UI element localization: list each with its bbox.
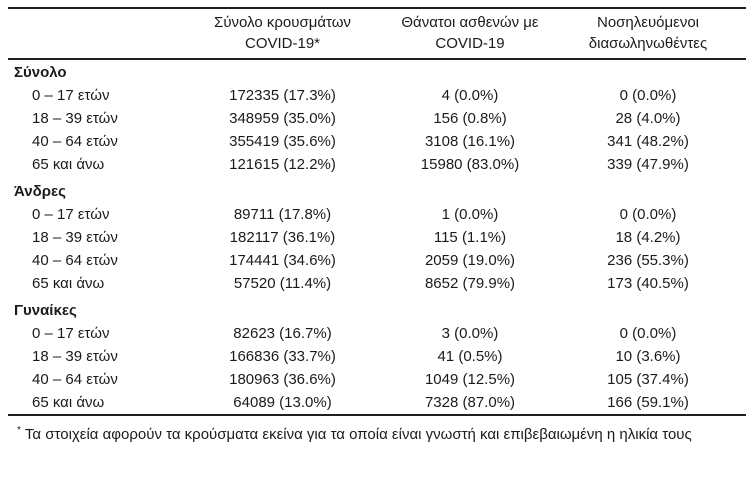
column-header-total-cases: Σύνολο κρουσμάτων COVID-19*: [175, 8, 390, 60]
deaths-cell: 1 (0.0%): [441, 206, 499, 223]
table-row: 0 – 17 ετών 172335 (17.3%) 4 (0.0%) 0 (0…: [8, 84, 746, 107]
table-row: 18 – 39 ετών 182117 (36.1%) 115 (1.1%) 1…: [8, 226, 746, 249]
covid-statistics-table: Σύνολο κρουσμάτων COVID-19* Θάνατοι ασθε…: [8, 7, 746, 416]
deaths-cell: 156 (0.8%): [433, 110, 507, 127]
intubated-cell: 173 (40.5%): [607, 275, 689, 292]
intubated-cell: 236 (55.3%): [607, 252, 689, 269]
table-row: 40 – 64 ετών 355419 (35.6%) 3108 (16.1%)…: [8, 130, 746, 153]
deaths-cell: 115 (1.1%): [433, 229, 507, 246]
cases-cell: 89711 (17.8%): [233, 206, 332, 223]
column-header-intubated-line1: Νοσηλευόμενοι: [596, 14, 699, 31]
deaths-cell: 7328 (87.0%): [424, 394, 516, 411]
intubated-cell: 10 (3.6%): [615, 348, 681, 365]
table-row: 40 – 64 ετών 174441 (34.6%) 2059 (19.0%)…: [8, 249, 746, 272]
column-header-total-cases-line2: COVID-19*: [244, 35, 321, 52]
deaths-cell: 41 (0.5%): [437, 348, 503, 365]
age-group-label: 18 – 39 ετών: [32, 348, 118, 365]
footnote-asterisk-marker: *: [17, 425, 21, 436]
cases-cell: 182117 (36.1%): [229, 229, 336, 246]
table-row: 0 – 17 ετών 82623 (16.7%) 3 (0.0%) 0 (0.…: [8, 322, 746, 345]
section-row-men: Άνδρες: [8, 176, 746, 203]
intubated-cell: 18 (4.2%): [615, 229, 681, 246]
section-label: Άνδρες: [14, 183, 66, 200]
table-row: 65 και άνω 121615 (12.2%) 15980 (83.0%) …: [8, 153, 746, 176]
column-header-intubated-line2: διασωληνωθέντες: [588, 35, 708, 52]
age-group-label: 65 και άνω: [32, 275, 105, 292]
age-group-label: 40 – 64 ετών: [32, 133, 118, 150]
table-row: 65 και άνω 64089 (13.0%) 7328 (87.0%) 16…: [8, 391, 746, 415]
age-group-label: 65 και άνω: [32, 394, 105, 411]
section-label: Γυναίκες: [14, 302, 77, 319]
deaths-cell: 3 (0.0%): [441, 325, 499, 342]
cases-cell: 174441 (34.6%): [229, 252, 336, 269]
table-header-row: Σύνολο κρουσμάτων COVID-19* Θάνατοι ασθε…: [8, 8, 746, 60]
cases-cell: 57520 (11.4%): [233, 275, 332, 292]
deaths-cell: 4 (0.0%): [441, 87, 499, 104]
intubated-cell: 105 (37.4%): [607, 371, 689, 388]
cases-cell: 348959 (35.0%): [229, 110, 336, 127]
intubated-cell: 28 (4.0%): [615, 110, 681, 127]
intubated-cell: 0 (0.0%): [619, 325, 677, 342]
section-row-total: Σύνολο: [8, 59, 746, 84]
deaths-cell: 2059 (19.0%): [424, 252, 516, 269]
intubated-cell: 339 (47.9%): [607, 156, 689, 173]
age-group-label: 40 – 64 ετών: [32, 371, 118, 388]
deaths-cell: 3108 (16.1%): [424, 133, 516, 150]
cases-cell: 64089 (13.0%): [233, 394, 332, 411]
age-group-label: 0 – 17 ετών: [32, 325, 110, 342]
intubated-cell: 0 (0.0%): [619, 87, 677, 104]
cases-cell: 121615 (12.2%): [229, 156, 336, 173]
column-header-deaths: Θάνατοι ασθενών με COVID-19: [390, 8, 550, 60]
intubated-cell: 0 (0.0%): [619, 206, 677, 223]
intubated-cell: 341 (48.2%): [607, 133, 689, 150]
age-group-label: 0 – 17 ετών: [32, 87, 110, 104]
row-label-column-header: [8, 8, 175, 60]
column-header-deaths-line1: Θάνατοι ασθενών με: [401, 14, 539, 31]
age-group-label: 65 και άνω: [32, 156, 105, 173]
table-row: 65 και άνω 57520 (11.4%) 8652 (79.9%) 17…: [8, 272, 746, 295]
deaths-cell: 1049 (12.5%): [424, 371, 516, 388]
footnote: * Τα στοιχεία αφορούν τα κρούσματα εκείνα…: [8, 416, 746, 445]
age-group-label: 18 – 39 ετών: [32, 229, 118, 246]
cases-cell: 172335 (17.3%): [229, 87, 336, 104]
section-label: Σύνολο: [14, 64, 67, 81]
deaths-cell: 15980 (83.0%): [420, 156, 520, 173]
intubated-cell: 166 (59.1%): [607, 394, 689, 411]
cases-cell: 82623 (16.7%): [233, 325, 332, 342]
cases-cell: 166836 (33.7%): [229, 348, 336, 365]
column-header-total-cases-line1: Σύνολο κρουσμάτων: [214, 14, 351, 31]
footnote-text: Τα στοιχεία αφορούν τα κρούσματα εκείνα …: [24, 426, 692, 443]
table-row: 0 – 17 ετών 89711 (17.8%) 1 (0.0%) 0 (0.…: [8, 203, 746, 226]
column-header-intubated: Νοσηλευόμενοι διασωληνωθέντες: [550, 8, 746, 60]
table-row: 18 – 39 ετών 348959 (35.0%) 156 (0.8%) 2…: [8, 107, 746, 130]
table-row: 40 – 64 ετών 180963 (36.6%) 1049 (12.5%)…: [8, 368, 746, 391]
age-group-label: 0 – 17 ετών: [32, 206, 110, 223]
table-row: 18 – 39 ετών 166836 (33.7%) 41 (0.5%) 10…: [8, 345, 746, 368]
section-row-women: Γυναίκες: [8, 295, 746, 322]
deaths-cell: 8652 (79.9%): [424, 275, 516, 292]
age-group-label: 18 – 39 ετών: [32, 110, 118, 127]
cases-cell: 180963 (36.6%): [229, 371, 336, 388]
cases-cell: 355419 (35.6%): [229, 133, 336, 150]
age-group-label: 40 – 64 ετών: [32, 252, 118, 269]
column-header-deaths-line2: COVID-19: [435, 35, 505, 52]
